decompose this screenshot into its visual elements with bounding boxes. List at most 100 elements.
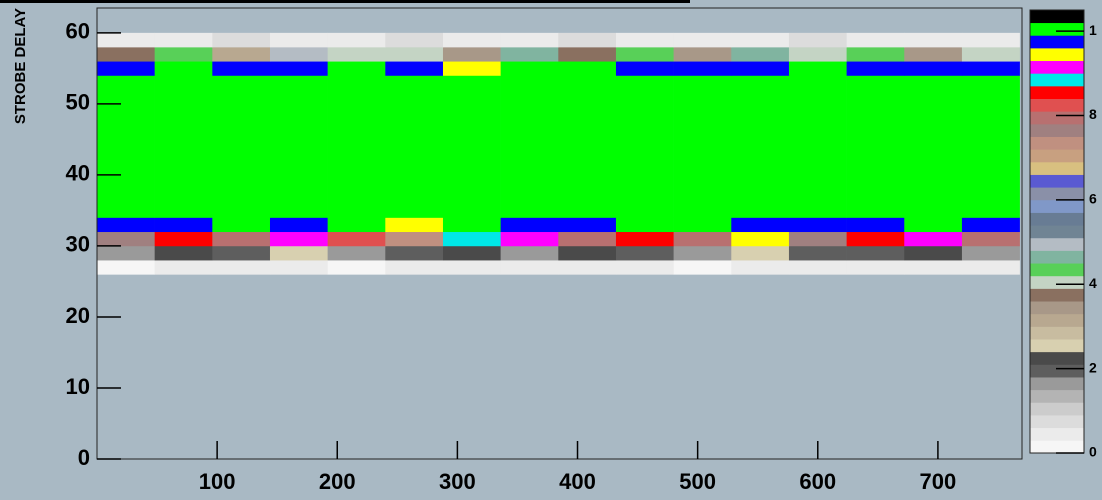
cell bbox=[904, 260, 963, 275]
palette-swatch bbox=[1030, 123, 1084, 137]
plot-frame bbox=[96, 7, 1023, 460]
cell bbox=[212, 245, 271, 261]
cell bbox=[846, 61, 905, 76]
cell bbox=[558, 47, 617, 62]
cell bbox=[385, 245, 444, 261]
cell bbox=[846, 47, 905, 62]
x-tick-label: 100 bbox=[199, 469, 236, 494]
palette-swatch bbox=[1030, 149, 1084, 163]
palette-swatch bbox=[1030, 427, 1084, 441]
cell bbox=[615, 32, 674, 48]
cell bbox=[385, 231, 444, 247]
palette-swatch bbox=[1030, 111, 1084, 125]
cell bbox=[558, 32, 617, 48]
cell bbox=[212, 231, 271, 247]
y-tick-label: 30 bbox=[66, 232, 90, 257]
palette-swatch bbox=[1030, 377, 1084, 391]
cell bbox=[615, 260, 674, 275]
cell bbox=[385, 217, 444, 233]
cell bbox=[788, 260, 847, 275]
cell bbox=[212, 217, 271, 233]
cell bbox=[154, 231, 213, 247]
cell bbox=[500, 231, 559, 247]
cell bbox=[327, 32, 386, 48]
palette-swatch bbox=[1030, 161, 1084, 175]
cell bbox=[731, 217, 790, 233]
palette-swatch bbox=[1030, 402, 1084, 416]
cell bbox=[269, 231, 328, 247]
cell bbox=[212, 61, 271, 76]
cell bbox=[558, 75, 617, 218]
x-tick-label: 200 bbox=[319, 469, 356, 494]
cell bbox=[269, 61, 328, 76]
cell bbox=[961, 217, 1020, 233]
cell bbox=[442, 61, 501, 76]
palette-swatch bbox=[1030, 326, 1084, 340]
palette-swatch bbox=[1030, 174, 1084, 188]
cell bbox=[615, 75, 674, 218]
cell bbox=[154, 260, 213, 275]
cell bbox=[846, 217, 905, 233]
z-tick-label: 4 bbox=[1089, 275, 1097, 291]
cell bbox=[904, 231, 963, 247]
cell bbox=[385, 32, 444, 48]
cell bbox=[442, 47, 501, 62]
cell bbox=[558, 217, 617, 233]
z-tick-label: 1 bbox=[1089, 22, 1097, 38]
cell bbox=[788, 47, 847, 62]
cell bbox=[500, 245, 559, 261]
cell bbox=[731, 75, 790, 218]
cell bbox=[500, 47, 559, 62]
cell bbox=[904, 75, 963, 218]
cell bbox=[615, 217, 674, 233]
cell bbox=[673, 32, 732, 48]
cell bbox=[673, 217, 732, 233]
cell bbox=[673, 231, 732, 247]
y-tick-label: 40 bbox=[66, 161, 90, 186]
cell bbox=[788, 217, 847, 233]
x-tick-label: 600 bbox=[799, 469, 836, 494]
palette-swatch bbox=[1030, 389, 1084, 403]
cell bbox=[269, 217, 328, 233]
cell bbox=[788, 61, 847, 76]
cell bbox=[673, 61, 732, 76]
cell bbox=[500, 75, 559, 218]
cell bbox=[154, 217, 213, 233]
palette-swatch bbox=[1030, 136, 1084, 150]
cell bbox=[154, 75, 213, 218]
cell bbox=[154, 245, 213, 261]
cell bbox=[673, 260, 732, 275]
cell bbox=[154, 32, 213, 48]
cell bbox=[97, 61, 155, 76]
palette-swatch bbox=[1030, 187, 1084, 201]
cell bbox=[673, 245, 732, 261]
cell bbox=[154, 47, 213, 62]
cell bbox=[615, 61, 674, 76]
cell bbox=[558, 245, 617, 261]
cell bbox=[731, 260, 790, 275]
cell bbox=[327, 47, 386, 62]
cell bbox=[961, 260, 1020, 275]
cell bbox=[731, 245, 790, 261]
y-tick-label: 60 bbox=[66, 19, 90, 44]
palette-swatch bbox=[1030, 288, 1084, 302]
cell bbox=[97, 260, 155, 275]
x-tick-label: 700 bbox=[920, 469, 957, 494]
cell bbox=[269, 75, 328, 218]
cell bbox=[97, 231, 155, 247]
palette-swatch bbox=[1030, 225, 1084, 239]
y-axis-label: STROBE DELAY bbox=[12, 8, 29, 124]
cell bbox=[846, 32, 905, 48]
palette-swatch bbox=[1030, 73, 1084, 87]
cell bbox=[385, 47, 444, 62]
cell bbox=[961, 32, 1020, 48]
cell bbox=[788, 75, 847, 218]
cell bbox=[327, 75, 386, 218]
cell bbox=[961, 47, 1020, 62]
x-tick-label: 300 bbox=[439, 469, 476, 494]
palette-swatch bbox=[1030, 237, 1084, 251]
cell bbox=[731, 47, 790, 62]
cell bbox=[212, 260, 271, 275]
cell bbox=[97, 47, 155, 62]
